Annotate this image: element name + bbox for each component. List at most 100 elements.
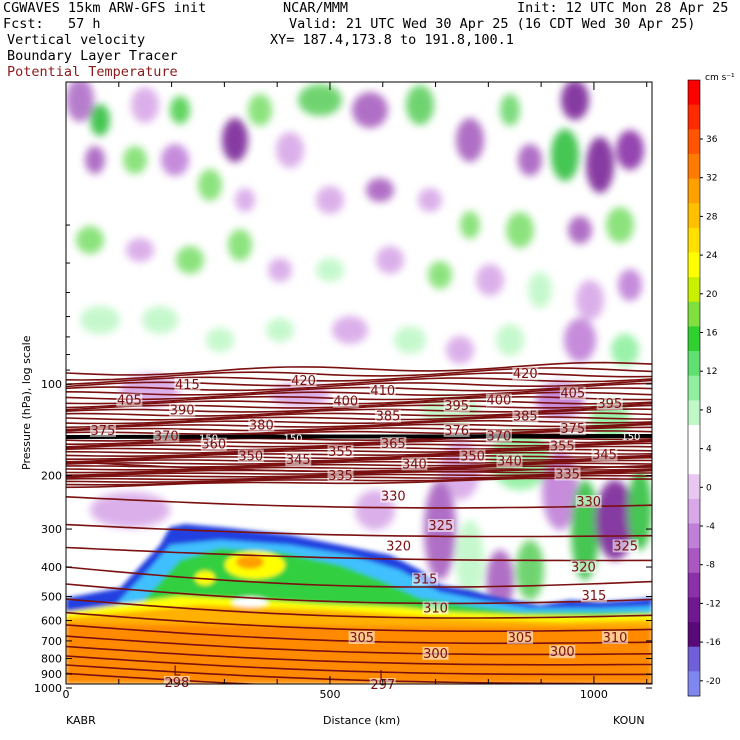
theta-label-bg (237, 449, 264, 463)
theta-isoline (66, 583, 652, 605)
theta-label: 300 (423, 647, 448, 662)
theta-label: 376 (444, 424, 469, 439)
theta-label-bg (507, 630, 534, 644)
theta-label-bg (485, 393, 512, 407)
theta-isoline (66, 655, 652, 676)
theta-label: 310 (603, 631, 628, 646)
colorbar-label: 0 (706, 483, 712, 493)
theta-label-bg (580, 589, 607, 603)
theta-label-bg (591, 447, 618, 461)
theta-label: 325 (613, 539, 638, 554)
theta-label: 405 (560, 387, 585, 402)
theta-isoline (66, 566, 652, 588)
theta-label-bg (602, 630, 629, 644)
theta-label-bg (327, 468, 354, 482)
theta-label-bg (153, 429, 180, 443)
theta-label-bg (443, 399, 470, 413)
theta-isoline (66, 387, 652, 401)
theta-label-bg (385, 539, 412, 553)
upper-wave-pattern (66, 82, 644, 440)
theta-label: 420 (291, 374, 316, 389)
theta-label-bg (422, 646, 449, 660)
colorbar-label: 16 (706, 329, 718, 339)
theta-label: 365 (381, 437, 406, 452)
theta-label-bg (200, 437, 227, 451)
theta-isoline (66, 412, 652, 425)
org-title: NCAR/MMM (283, 0, 349, 16)
low-marker: L (173, 665, 181, 680)
field-potential-temperature: Potential Temperature (7, 64, 178, 80)
theta-label: 320 (386, 539, 411, 554)
colorbar-swatch (688, 474, 700, 500)
theta-isoline (66, 645, 652, 666)
theta-isoline (66, 451, 652, 463)
x-tick-label: 1000 (580, 688, 608, 701)
theta-label-bg (485, 429, 512, 443)
theta-label: 305 (349, 631, 374, 646)
theta-label-bg (549, 645, 576, 659)
y-tick-label: 500 (41, 590, 62, 603)
colorbar-label: 20 (706, 290, 718, 300)
theta-label-bg (174, 377, 201, 391)
theta-isoline (66, 408, 652, 421)
theta-label: 410 (370, 384, 395, 399)
x-axis: 0 500 1000 (63, 82, 648, 701)
theta-label: 385 (513, 410, 538, 425)
colorbar-label: -12 (706, 599, 721, 609)
theta-label: 300 (550, 645, 575, 660)
y-tick-label: 300 (41, 523, 62, 536)
colorbar-swatch (688, 400, 700, 426)
theta-isoline (66, 379, 652, 392)
theta-isoline (66, 372, 652, 386)
theta-label: 345 (592, 448, 617, 463)
theta-label: 345 (286, 453, 311, 468)
colorbar-swatch (688, 597, 700, 623)
theta-label: 360 (201, 438, 226, 453)
colorbar-swatch (688, 104, 700, 130)
theta-label-bg (459, 449, 486, 463)
theta-label-bg (559, 422, 586, 436)
colorbar-swatch (688, 129, 700, 155)
cross-section-coords: XY= 187.4,173.8 to 191.8,100.1 (270, 32, 514, 48)
theta-label: 325 (428, 519, 453, 534)
y-tick-label: 700 (41, 635, 62, 648)
theta-label-bg (163, 676, 190, 690)
theta-label: 405 (117, 394, 142, 409)
theta-isoline (66, 460, 652, 473)
colorbar-swatch (688, 523, 700, 549)
theta-label-bg (512, 409, 539, 423)
colorbar-label: -8 (706, 561, 715, 571)
theta-label-bg (512, 367, 539, 381)
theta-isoline (66, 382, 652, 396)
field-boundary-layer-tracer: Boundary Layer Tracer (7, 48, 178, 64)
theta-label-bg (559, 386, 586, 400)
theta-isoline (66, 395, 652, 409)
theta-label: 340 (497, 455, 522, 470)
theta-label: 340 (402, 457, 427, 472)
theta-label-bg (348, 630, 375, 644)
theta-isoline (66, 367, 652, 381)
theta-label-bg (169, 403, 196, 417)
theta-label-bg (570, 560, 597, 574)
theta-label-bg (369, 384, 396, 398)
theta-isoline (66, 664, 652, 684)
x-endpoint-right: KOUN (613, 714, 645, 727)
tropopause-label: 150 (621, 432, 640, 443)
theta-label: 420 (513, 367, 538, 382)
y-tick-label: 100 (41, 378, 62, 391)
theta-isoline (66, 468, 652, 479)
theta-label-bg (612, 539, 639, 553)
colorbar-swatch (688, 375, 700, 401)
theta-label: 310 (423, 601, 448, 616)
low-marker: L (379, 669, 387, 684)
theta-label: 297 (370, 678, 395, 693)
theta-label-bg (290, 374, 317, 387)
y-axis-title: Pressure (hPa), log scale (20, 335, 33, 470)
theta-isoline (66, 469, 652, 481)
theta-isoline (66, 361, 652, 376)
theta-label: 355 (550, 439, 575, 454)
theta-label-bg (375, 409, 402, 423)
colorbar-swatch (688, 252, 700, 278)
x-tick-label: 500 (319, 688, 340, 701)
colorbar-label: 12 (706, 367, 717, 377)
